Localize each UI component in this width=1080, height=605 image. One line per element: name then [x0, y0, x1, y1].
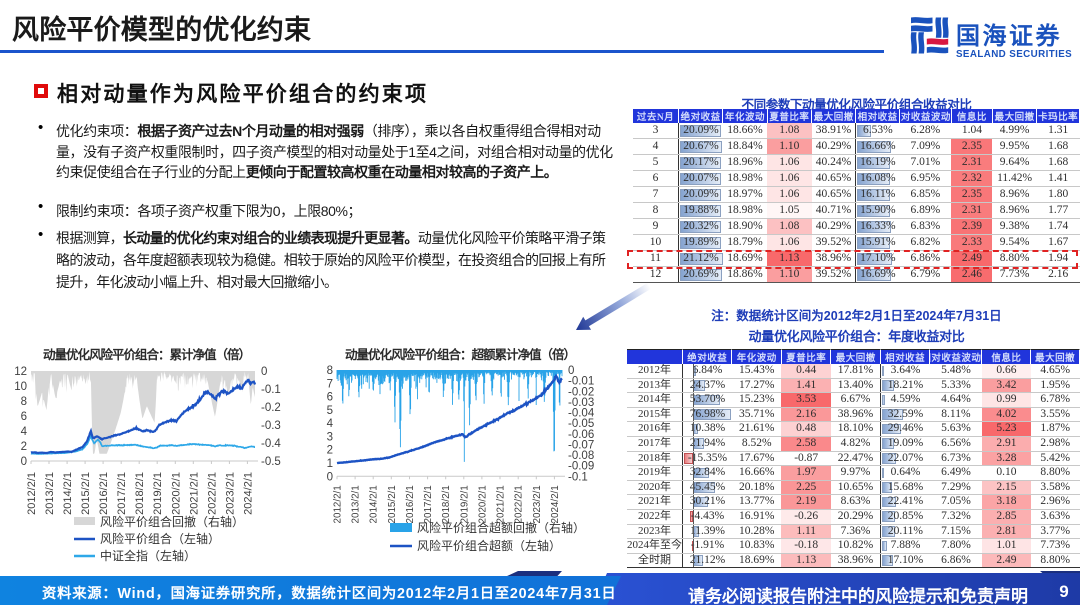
svg-text:0: 0 — [21, 456, 27, 468]
svg-text:2019/2/1: 2019/2/1 — [459, 485, 470, 523]
svg-text:4: 4 — [21, 426, 28, 438]
svg-text:-0.07: -0.07 — [568, 439, 594, 451]
svg-text:2021/2/1: 2021/2/1 — [188, 472, 200, 515]
svg-text:风险平价组合（左轴）: 风险平价组合（左轴） — [100, 531, 220, 546]
svg-text:-0.08: -0.08 — [568, 450, 594, 462]
svg-text:2017/2/1: 2017/2/1 — [116, 472, 128, 515]
svg-text:0: 0 — [568, 365, 574, 377]
svg-text:2014/2/1: 2014/2/1 — [369, 485, 380, 523]
svg-text:2018/2/1: 2018/2/1 — [134, 472, 146, 515]
svg-text:5: 5 — [327, 405, 333, 417]
svg-text:2020/2/1: 2020/2/1 — [477, 485, 488, 523]
svg-text:2015/2/1: 2015/2/1 — [80, 472, 92, 515]
svg-text:2012/2/1: 2012/2/1 — [26, 472, 38, 515]
svg-text:-0.09: -0.09 — [568, 461, 594, 473]
svg-text:6: 6 — [327, 392, 333, 404]
svg-text:2015/2/1: 2015/2/1 — [387, 485, 398, 523]
svg-text:4: 4 — [327, 418, 334, 430]
svg-text:0: 0 — [327, 471, 333, 483]
svg-text:国海证券: 国海证券 — [956, 22, 1062, 50]
svg-text:3: 3 — [327, 431, 333, 443]
svg-text:8: 8 — [21, 396, 27, 408]
svg-text:风险平价组合回撤（右轴）: 风险平价组合回撤（右轴） — [100, 514, 244, 529]
svg-text:中证全指（左轴）: 中证全指（左轴） — [100, 548, 196, 563]
svg-text:1: 1 — [327, 458, 333, 470]
svg-text:-0.4: -0.4 — [261, 438, 281, 450]
svg-text:-0.5: -0.5 — [261, 456, 281, 468]
svg-text:-0.05: -0.05 — [568, 418, 594, 430]
svg-text:-0.1: -0.1 — [568, 471, 588, 483]
svg-text:7: 7 — [327, 378, 333, 390]
svg-text:10: 10 — [14, 381, 27, 393]
svg-text:2012/2/1: 2012/2/1 — [333, 485, 344, 523]
svg-text:2019/2/1: 2019/2/1 — [152, 472, 164, 515]
svg-text:2016/2/1: 2016/2/1 — [405, 485, 416, 523]
svg-text:-0.02: -0.02 — [568, 386, 594, 398]
svg-text:2017/2/1: 2017/2/1 — [423, 485, 434, 523]
svg-text:-0.04: -0.04 — [568, 408, 595, 420]
svg-text:SEALAND SECURITIES: SEALAND SECURITIES — [956, 49, 1072, 60]
svg-text:-0.3: -0.3 — [261, 420, 281, 432]
svg-text:6: 6 — [21, 411, 27, 423]
svg-text:风险平价组合超额（左轴）: 风险平价组合超额（左轴） — [417, 538, 561, 553]
svg-text:2022/2/1: 2022/2/1 — [206, 472, 218, 515]
svg-text:-0.03: -0.03 — [568, 397, 594, 409]
svg-text:2018/2/1: 2018/2/1 — [441, 485, 452, 523]
svg-text:2: 2 — [21, 441, 27, 453]
svg-text:2014/2/1: 2014/2/1 — [62, 472, 74, 515]
svg-text:-0.1: -0.1 — [261, 384, 281, 396]
svg-text:-0.2: -0.2 — [261, 402, 281, 414]
svg-text:风险平价组合超额回撤（右轴）: 风险平价组合超额回撤（右轴） — [417, 520, 585, 535]
svg-text:-0.06: -0.06 — [568, 429, 594, 441]
svg-text:8: 8 — [327, 365, 333, 377]
svg-text:12: 12 — [14, 366, 27, 378]
svg-text:2021/2/1: 2021/2/1 — [496, 485, 507, 523]
svg-text:2022/2/1: 2022/2/1 — [514, 485, 525, 523]
svg-text:-0.01: -0.01 — [568, 376, 594, 388]
svg-text:2024/2/1: 2024/2/1 — [550, 485, 561, 523]
svg-text:0: 0 — [261, 366, 267, 378]
svg-text:2013/2/1: 2013/2/1 — [351, 485, 362, 523]
svg-text:2016/2/1: 2016/2/1 — [98, 472, 110, 515]
svg-text:2013/2/1: 2013/2/1 — [44, 472, 56, 515]
svg-text:2023/2/1: 2023/2/1 — [224, 472, 236, 515]
svg-text:2: 2 — [327, 445, 333, 457]
svg-text:2023/2/1: 2023/2/1 — [532, 485, 543, 523]
svg-text:2024/2/1: 2024/2/1 — [242, 472, 254, 515]
svg-text:2020/2/1: 2020/2/1 — [170, 472, 182, 515]
